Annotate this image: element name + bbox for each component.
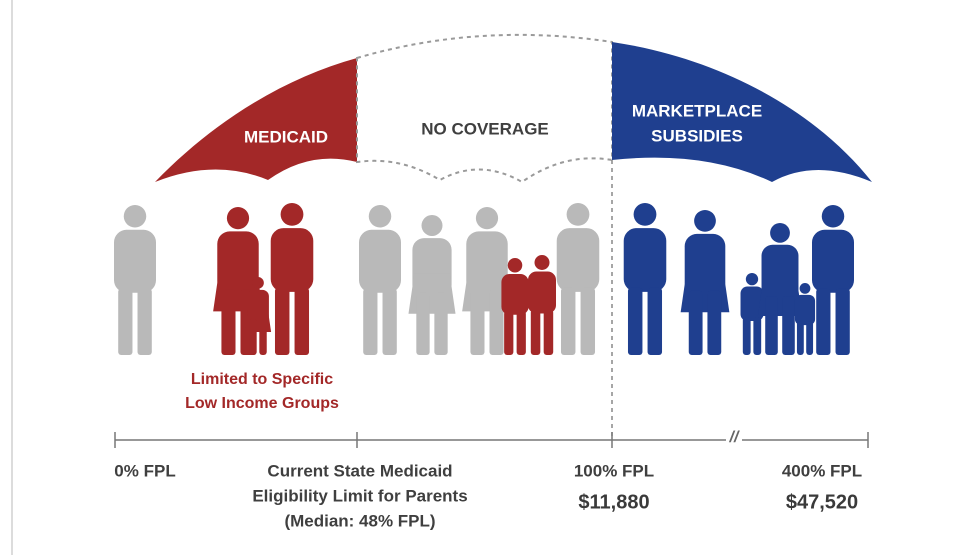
person-leg (416, 292, 430, 355)
person-skirt (680, 270, 730, 313)
person-leg (221, 289, 236, 355)
person-leg (530, 309, 541, 355)
person-leg (516, 310, 526, 355)
medicaid-umbrella (155, 58, 357, 182)
person-leg (806, 321, 814, 355)
person-body (812, 229, 854, 293)
person-head (633, 203, 657, 226)
person-skirt (408, 273, 456, 314)
person-leg (543, 309, 554, 355)
person-head (694, 210, 716, 232)
person-leg (249, 318, 257, 355)
person-body (794, 294, 816, 326)
person-head (799, 283, 811, 294)
person-leg (647, 287, 663, 355)
person-body (556, 228, 600, 292)
person-body (114, 229, 156, 293)
person-leg (796, 321, 804, 355)
no-coverage-label: NO COVERAGE (421, 119, 549, 138)
person-head (421, 215, 443, 236)
person-body (740, 286, 764, 321)
person-head (252, 277, 264, 289)
axis-label: Eligibility Limit for Parents (252, 486, 467, 505)
people (114, 203, 854, 355)
person-head (123, 205, 147, 228)
note: Limited to Specific (191, 371, 333, 388)
person-leg (259, 318, 267, 355)
person-leg (560, 287, 576, 355)
person-head (821, 205, 845, 228)
axis-label: (Median: 48% FPL) (284, 511, 435, 530)
person-body (501, 274, 529, 315)
person-leg (363, 288, 378, 355)
person-leg (504, 310, 514, 355)
person-leg (742, 316, 751, 355)
axis-break: // (729, 429, 740, 446)
marketplace-label: MARKETPLACE (632, 101, 762, 120)
person-leg (294, 287, 310, 355)
person-body (623, 228, 667, 292)
person-body (528, 271, 556, 314)
person-head (368, 205, 392, 228)
person-head (226, 207, 250, 230)
person-body (270, 228, 314, 292)
person-leg (765, 296, 778, 355)
person-head (566, 203, 590, 226)
medicaid-label: MEDICAID (244, 127, 328, 146)
axis-label: 0% FPL (114, 461, 175, 480)
marketplace-label: SUBSIDIES (651, 126, 743, 145)
person-head (745, 273, 759, 286)
person-leg (434, 292, 448, 355)
person-leg (707, 290, 722, 355)
person-body (359, 229, 401, 293)
person-leg (753, 316, 762, 355)
person-leg (137, 288, 152, 355)
person-skirt (244, 309, 272, 332)
person-head (507, 258, 523, 273)
person-head (280, 203, 304, 226)
person-leg (688, 290, 703, 355)
note: Low Income Groups (185, 395, 339, 412)
person-leg (489, 289, 504, 355)
person-leg (782, 296, 795, 355)
amount: $47,520 (786, 491, 858, 513)
axis-label: Current State Medicaid (267, 461, 452, 480)
person-leg (627, 287, 643, 355)
person-leg (816, 288, 831, 355)
person-leg (835, 288, 850, 355)
person-leg (470, 289, 485, 355)
person-head (534, 255, 550, 270)
person-leg (382, 288, 397, 355)
person-head (770, 223, 790, 243)
axis-label: 100% FPL (574, 461, 654, 480)
person-leg (118, 288, 133, 355)
axis-label: 400% FPL (782, 461, 862, 480)
person-head (475, 207, 499, 230)
marketplace-umbrella (612, 42, 872, 182)
person-leg (274, 287, 290, 355)
person-leg (580, 287, 596, 355)
axis-gap (726, 430, 742, 450)
no-coverage-umbrella (356, 33, 613, 184)
amount: $11,880 (578, 491, 649, 513)
